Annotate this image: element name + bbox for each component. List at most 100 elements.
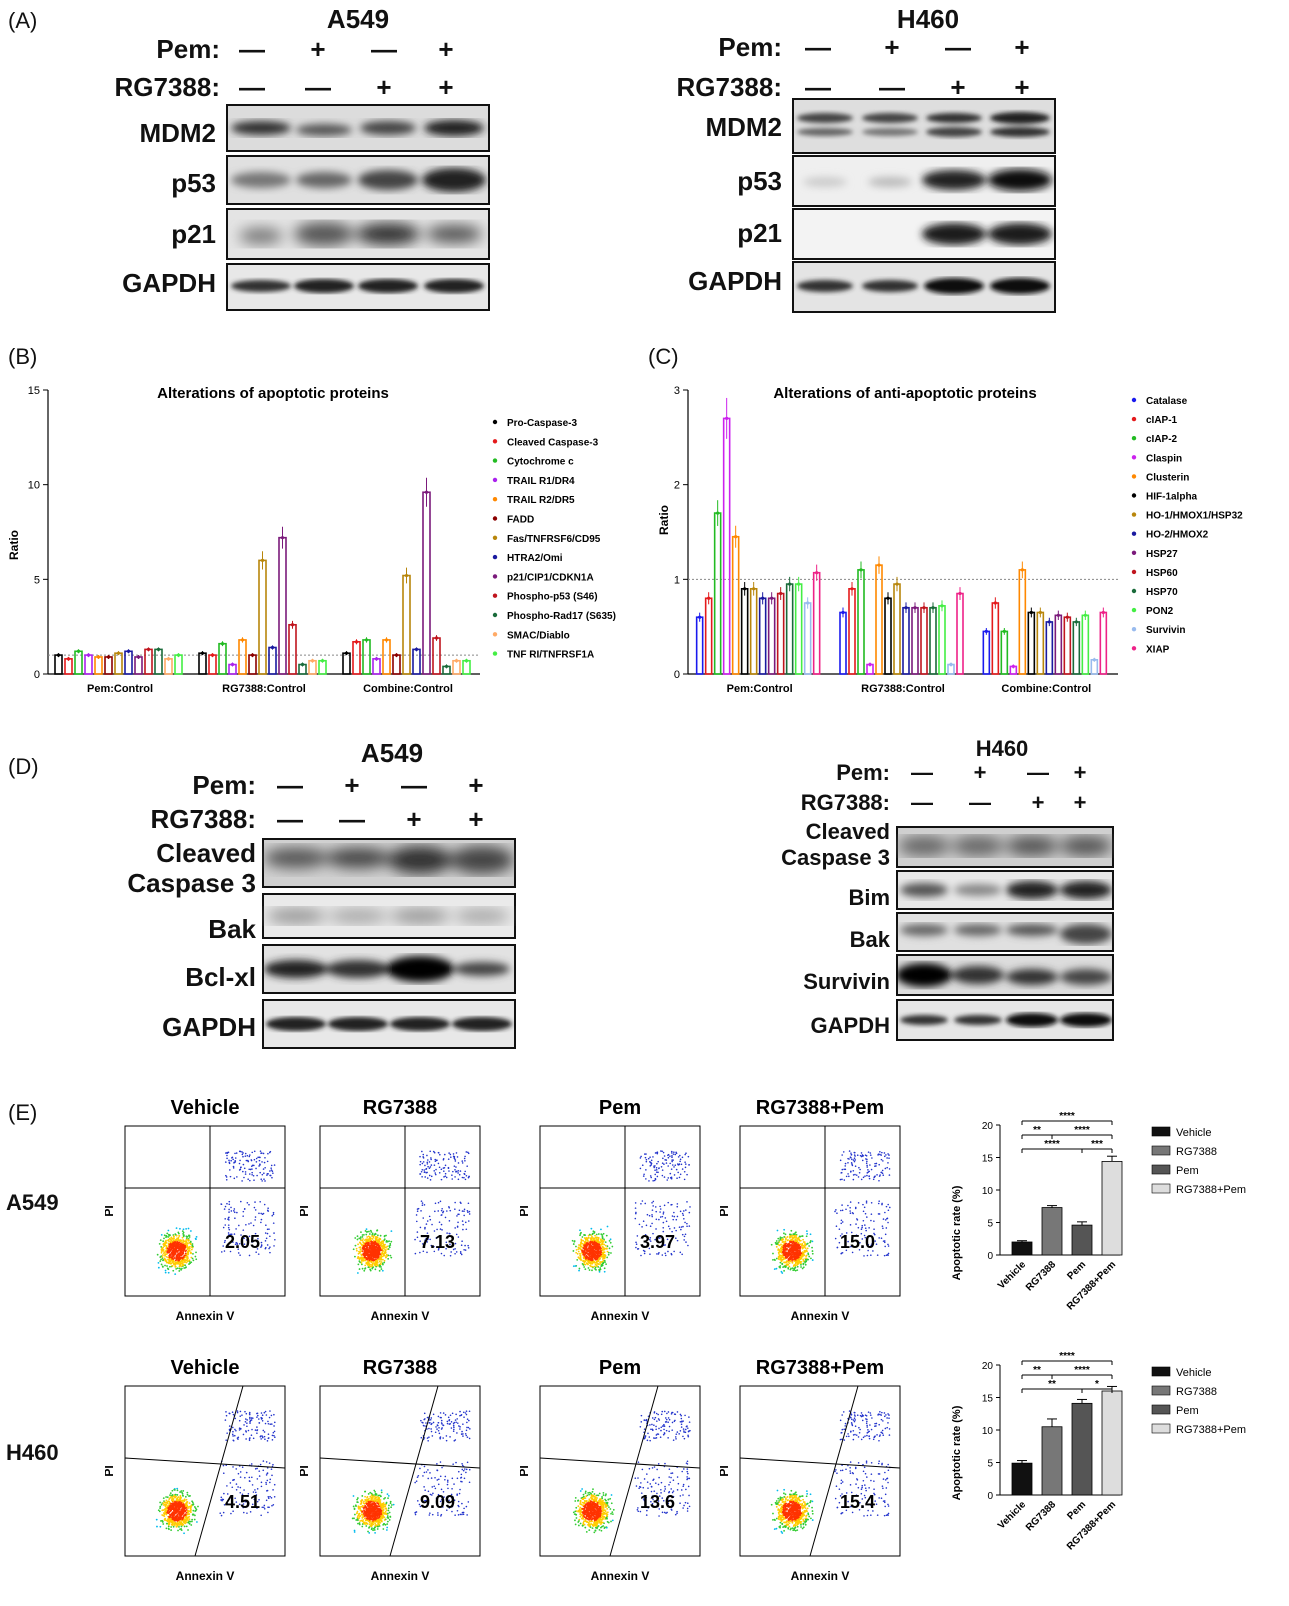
legend-marker — [1131, 627, 1137, 632]
bar — [794, 583, 803, 675]
bar — [54, 654, 63, 675]
data-point — [414, 647, 419, 651]
data-point — [126, 649, 131, 653]
row-label-bak: Bak — [849, 927, 890, 952]
legend-label: cIAP-2 — [1146, 434, 1178, 445]
row-label-bclxl: Bcl-xl — [185, 962, 256, 992]
blot-bands — [792, 98, 1056, 313]
data-point — [136, 655, 141, 659]
plot-frame — [539, 1385, 701, 1557]
chart-title: Alterations of anti-apoptotic proteins — [773, 385, 1036, 402]
quadrant-value: 15.0 — [840, 1232, 875, 1252]
significance-label: **** — [1059, 1351, 1075, 1362]
data-point — [806, 601, 810, 605]
legend-label: SMAC/Diablo — [507, 630, 570, 641]
bar — [342, 652, 351, 675]
pem-sym: + — [344, 770, 360, 800]
legend-swatch — [1151, 1404, 1171, 1415]
row-label-a549: A549 — [6, 1190, 59, 1215]
data-point — [1101, 610, 1105, 615]
data-point — [940, 604, 944, 608]
row-label-p21: p21 — [171, 219, 216, 249]
row-label-gapdh: GAPDH — [810, 1013, 890, 1038]
y-axis-label: Apoptotic rate (%) — [951, 1405, 963, 1500]
scatter-events — [770, 1150, 891, 1274]
bar — [258, 559, 267, 675]
legend-marker — [492, 554, 498, 560]
scatter-events — [770, 1410, 891, 1534]
legend-label: Clusterin — [1146, 472, 1189, 483]
data-point — [1065, 615, 1069, 619]
bar — [812, 571, 821, 675]
data-point — [374, 657, 379, 661]
category-label: Pem — [1065, 1259, 1088, 1282]
row-label-bim: Bim — [848, 885, 890, 910]
pem-sym: — — [371, 34, 397, 64]
data-point — [1011, 664, 1015, 669]
rg-sym: + — [950, 72, 966, 102]
legend-marker — [1131, 646, 1137, 651]
data-point — [868, 662, 872, 667]
y-tick-label: 0 — [34, 669, 40, 681]
data-point — [984, 629, 988, 633]
anti-apoptotic-proteins-chart: Alterations of anti-apoptotic proteins R… — [657, 385, 1243, 695]
data-point — [788, 582, 792, 586]
data-point — [364, 638, 369, 642]
rg-sym: — — [805, 72, 831, 102]
legend-marker — [492, 651, 498, 656]
bar — [238, 639, 247, 675]
blot-a549-d: A549 Pem: RG7388: — + — + — — + + Cleave… — [0, 730, 640, 1060]
bar — [64, 658, 73, 675]
bar — [803, 602, 812, 675]
bar — [1011, 1462, 1033, 1496]
plot-frame — [739, 1125, 901, 1297]
pem-sym: — — [401, 770, 427, 800]
y-tick-label: 20 — [982, 1361, 994, 1372]
data-point — [931, 606, 935, 610]
row-label-mdm2: MDM2 — [705, 112, 782, 142]
scatter-events — [351, 1410, 471, 1534]
legend-marker — [492, 497, 498, 502]
data-point — [949, 662, 953, 667]
y-axis-label: PI — [300, 1205, 311, 1216]
blot-bands — [896, 826, 1114, 1041]
y-axis-label: Ratio — [7, 530, 21, 560]
row-label-h460: H460 — [6, 1440, 59, 1465]
legend-label: Pro-Caspase-3 — [507, 418, 577, 429]
rg-sym: + — [1073, 790, 1087, 815]
bar — [695, 616, 704, 675]
bar — [938, 605, 946, 675]
quadrant-value: 2.05 — [225, 1232, 260, 1252]
scatter-events — [571, 1150, 691, 1273]
flow-plot: Pem 13.6 Annexin V PI — [517, 1350, 720, 1583]
row-label-mdm2: MDM2 — [139, 118, 216, 148]
flow-plot: RG7388 9.09 Annexin V PI — [297, 1350, 500, 1583]
bar — [288, 623, 297, 675]
data-point — [1029, 610, 1033, 615]
rg-sym: — — [305, 72, 331, 102]
bar — [1090, 658, 1099, 675]
y-tick-label: 0 — [987, 1251, 993, 1262]
legend-label: HO-2/HMOX2 — [1146, 530, 1209, 541]
bar — [713, 512, 722, 675]
bar — [1081, 614, 1090, 675]
bar — [956, 592, 964, 675]
y-tick-label: 5 — [987, 1459, 993, 1470]
bar — [893, 583, 901, 675]
data-point — [1083, 613, 1087, 617]
legend-label: Catalase — [1146, 396, 1188, 407]
pem-sym: — — [239, 34, 265, 64]
bar — [218, 642, 227, 675]
data-point — [734, 535, 738, 539]
x-axis-label: Annexin V — [591, 1569, 650, 1580]
pem-label: Pem: — [836, 760, 890, 785]
bar — [731, 535, 740, 675]
plot-frame — [124, 1125, 286, 1297]
data-point — [96, 655, 101, 659]
legend-label: PON2 — [1146, 606, 1174, 617]
gate-line — [739, 1457, 901, 1469]
quadrant-value: 4.51 — [225, 1492, 260, 1512]
bar — [392, 654, 401, 675]
quadrant-value: 7.13 — [420, 1232, 455, 1252]
significance-label: ** — [1048, 1379, 1056, 1390]
